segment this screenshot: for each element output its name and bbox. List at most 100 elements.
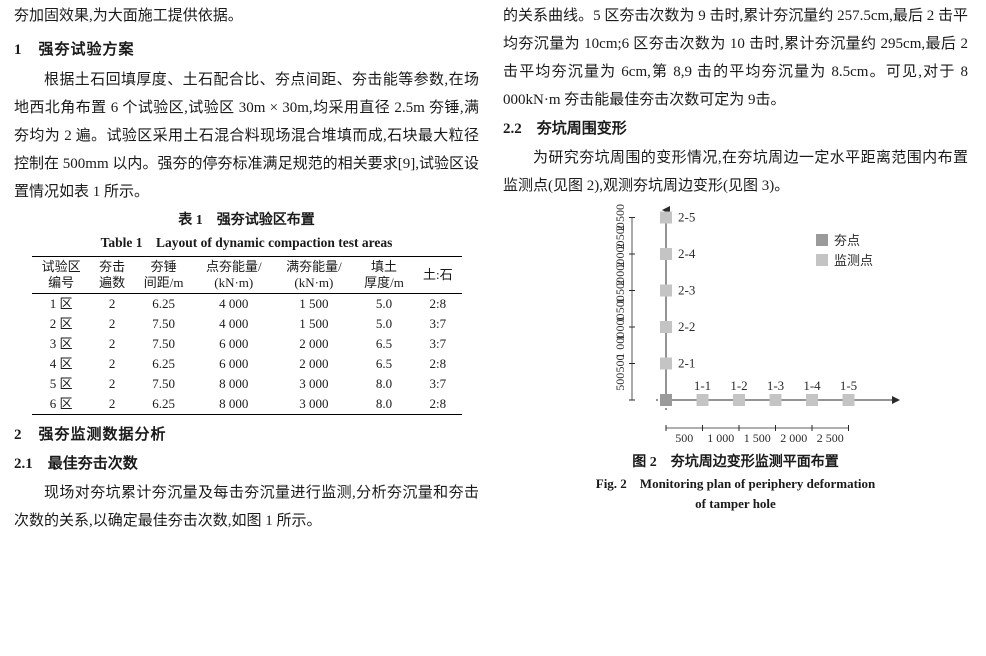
- heading-1: 1 强夯试验方案: [14, 36, 479, 64]
- para-lead: 夯加固效果,为大面施工提供依据。: [14, 2, 479, 30]
- para-2-1: 现场对夯坑累计夯沉量及每击夯沉量进行监测,分析夯沉量和夯击次数的关系,以确定最佳…: [14, 479, 479, 535]
- monitor-point-label: 1-2: [730, 378, 747, 393]
- heading-2: 2 强夯监测数据分析: [14, 421, 479, 449]
- subheading-2-2: 2.2 夯坑周围变形: [503, 116, 968, 142]
- table-1-title-cn: 表 1 强夯试验区布置: [14, 210, 479, 232]
- table-cell: 6.25: [134, 294, 194, 315]
- table-cell: 7.50: [134, 314, 194, 334]
- monitor-point-label: 2-1: [678, 356, 695, 371]
- table-cell: 3:7: [414, 314, 461, 334]
- monitor-point-label: 1-4: [803, 378, 821, 393]
- table-header-cell: 夯锤间距/m: [134, 257, 194, 294]
- figure-2-wrap: 5001 0001 5002 0002 5005001 0001 5002 00…: [503, 204, 968, 514]
- svg-text:1 000: 1 000: [613, 332, 627, 359]
- monitor-point-label: 2-4: [678, 246, 696, 261]
- monitor-point-label: 1-1: [693, 378, 710, 393]
- table-header-cell: 点夯能量/(kN·m): [194, 257, 274, 294]
- svg-text:500: 500: [613, 373, 627, 391]
- monitor-point-icon: [660, 321, 672, 333]
- svg-text:1 000: 1 000: [707, 431, 734, 442]
- monitor-point-icon: [696, 394, 708, 406]
- svg-text:1 500: 1 500: [613, 295, 627, 322]
- table-cell: 7.50: [134, 334, 194, 354]
- table-header-cell: 填土厚度/m: [354, 257, 414, 294]
- compaction-point-icon: [660, 394, 672, 406]
- table-cell: 2 000: [274, 354, 354, 374]
- table-row: 4 区26.256 0002 0006.52:8: [32, 354, 462, 374]
- table-row: 6 区26.258 0003 0008.02:8: [32, 394, 462, 415]
- svg-text:500: 500: [675, 431, 693, 442]
- legend-monitor-icon: [816, 254, 828, 266]
- legend-compaction-label: 夯点: [834, 233, 860, 248]
- table-cell: 2: [91, 314, 134, 334]
- table-cell: 4 000: [194, 294, 274, 315]
- table-cell: 8 000: [194, 394, 274, 415]
- table-body: 1 区26.254 0001 5005.02:82 区27.504 0001 5…: [32, 294, 462, 415]
- table-cell: 2 区: [32, 314, 91, 334]
- left-column: 夯加固效果,为大面施工提供依据。 1 强夯试验方案 根据土石回填厚度、土石配合比…: [14, 2, 479, 648]
- table-1-title-en: Table 1 Layout of dynamic compaction tes…: [14, 232, 479, 254]
- table-cell: 6 000: [194, 334, 274, 354]
- figure-2-caption-en-1: Fig. 2 Monitoring plan of periphery defo…: [503, 474, 968, 494]
- table-cell: 2:8: [414, 354, 461, 374]
- table-cell: 5.0: [354, 294, 414, 315]
- table-header-cell: 夯击遍数: [91, 257, 134, 294]
- table-cell: 8.0: [354, 374, 414, 394]
- table-header-cell: 试验区编号: [32, 257, 91, 294]
- table-row: 2 区27.504 0001 5005.03:7: [32, 314, 462, 334]
- table-row: 3 区27.506 0002 0006.53:7: [32, 334, 462, 354]
- table-cell: 2: [91, 394, 134, 415]
- monitor-point-label: 1-3: [766, 378, 783, 393]
- table-cell: 2:8: [414, 394, 461, 415]
- para-top-right: 的关系曲线。5 区夯击次数为 9 击时,累计夯沉量约 257.5cm,最后 2 …: [503, 2, 968, 114]
- table-cell: 1 区: [32, 294, 91, 315]
- monitor-point-icon: [660, 248, 672, 260]
- monitor-point-label: 2-2: [678, 319, 695, 334]
- monitor-point-icon: [733, 394, 745, 406]
- table-cell: 3 000: [274, 374, 354, 394]
- table-cell: 6.25: [134, 394, 194, 415]
- monitor-point-label: 1-5: [839, 378, 856, 393]
- monitor-point-icon: [660, 285, 672, 297]
- table-1: 试验区编号夯击遍数夯锤间距/m点夯能量/(kN·m)满夯能量/(kN·m)填土厚…: [32, 256, 462, 415]
- table-cell: 2: [91, 354, 134, 374]
- right-column: 的关系曲线。5 区夯击次数为 9 击时,累计夯沉量约 257.5cm,最后 2 …: [503, 2, 968, 648]
- table-cell: 4 000: [194, 314, 274, 334]
- monitor-point-icon: [769, 394, 781, 406]
- svg-text:2 000: 2 000: [780, 431, 807, 442]
- table-cell: 8.0: [354, 394, 414, 415]
- table-cell: 6 区: [32, 394, 91, 415]
- para-1: 根据土石回填厚度、土石配合比、夯点间距、夯击能等参数,在场地西北角布置 6 个试…: [14, 66, 479, 206]
- table-cell: 2: [91, 374, 134, 394]
- table-cell: 5.0: [354, 314, 414, 334]
- table-cell: 6.5: [354, 334, 414, 354]
- table-cell: 5 区: [32, 374, 91, 394]
- table-header-cell: 土:石: [414, 257, 461, 294]
- table-cell: 2: [91, 294, 134, 315]
- table-cell: 1 500: [274, 294, 354, 315]
- table-row: 5 区27.508 0003 0008.03:7: [32, 374, 462, 394]
- figure-2-svg: 5001 0001 5002 0002 5005001 0001 5002 00…: [556, 204, 916, 442]
- table-cell: 4 区: [32, 354, 91, 374]
- figure-2: 5001 0001 5002 0002 5005001 0001 5002 00…: [556, 204, 916, 442]
- table-cell: 2 000: [274, 334, 354, 354]
- monitor-point-label: 2-5: [678, 210, 695, 225]
- figure-2-caption-en-2: of tamper hole: [503, 494, 968, 514]
- figure-2-caption-cn: 图 2 夯坑周边变形监测平面布置: [503, 452, 968, 474]
- table-header-cell: 满夯能量/(kN·m): [274, 257, 354, 294]
- table-cell: 2:8: [414, 294, 461, 315]
- table-cell: 3 000: [274, 394, 354, 415]
- table-cell: 3 区: [32, 334, 91, 354]
- monitor-point-label: 2-3: [678, 283, 695, 298]
- table-cell: 6.25: [134, 354, 194, 374]
- table-row: 1 区26.254 0001 5005.02:8: [32, 294, 462, 315]
- svg-text:2 500: 2 500: [613, 222, 627, 249]
- monitor-point-icon: [660, 212, 672, 224]
- table-cell: 3:7: [414, 334, 461, 354]
- svg-text:2 500: 2 500: [816, 431, 843, 442]
- table-cell: 2: [91, 334, 134, 354]
- legend-compaction-icon: [816, 234, 828, 246]
- table-cell: 3:7: [414, 374, 461, 394]
- table-cell: 6.5: [354, 354, 414, 374]
- table-cell: 6 000: [194, 354, 274, 374]
